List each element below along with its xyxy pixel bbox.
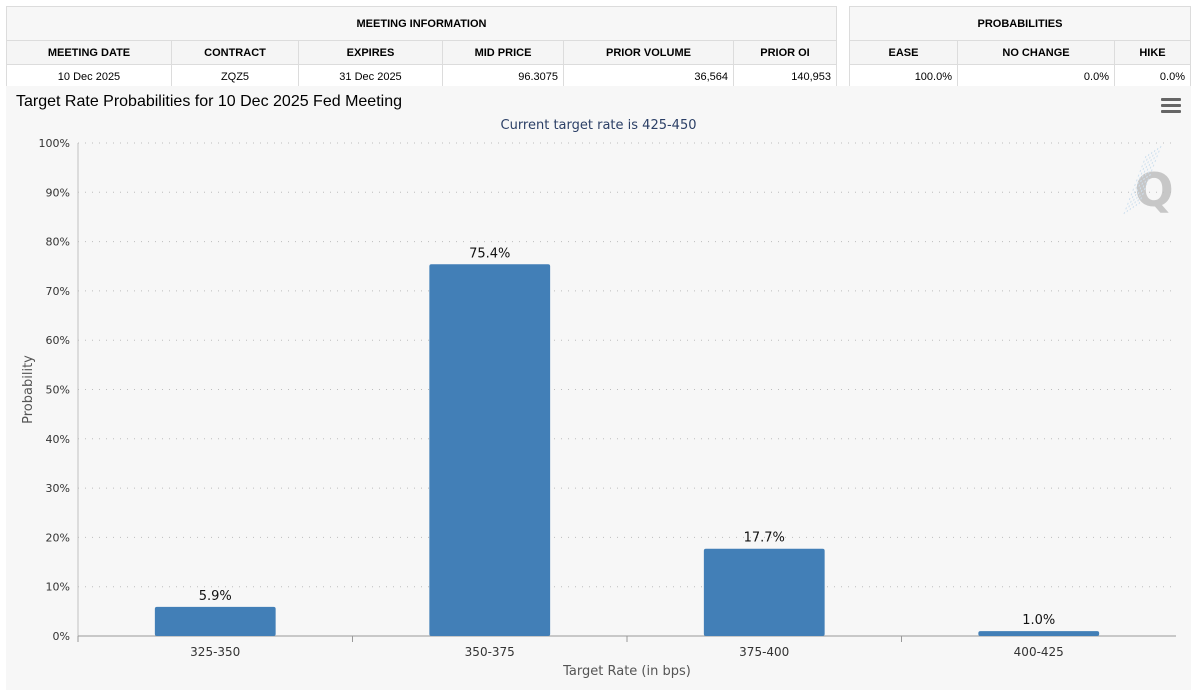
watermark-logo: Q xyxy=(1134,163,1173,217)
chart-panel: Q 0% 10% 20% 30% 40% 50% 60% 70% 80% 90% 100% 5.9% 32… xyxy=(6,86,1191,690)
y-tick-label: 100% xyxy=(39,137,70,150)
y-tick-label: 90% xyxy=(46,186,70,199)
meeting-date-header: MEETING DATE xyxy=(6,40,172,65)
y-tick-label: 10% xyxy=(46,581,70,594)
y-tick-label: 50% xyxy=(46,384,70,397)
meeting-date-value: 10 Dec 2025 xyxy=(6,64,172,89)
expires-value: 31 Dec 2025 xyxy=(298,64,443,89)
x-tick-label: 325-350 xyxy=(190,645,240,659)
watermark-stroke xyxy=(1126,153,1150,213)
chart-subtitle: Current target rate is 425-450 xyxy=(500,118,697,133)
probability-chart: Q 0% 10% 20% 30% 40% 50% 60% 70% 80% 90% 100% 5.9% 32… xyxy=(21,137,1176,679)
x-tick-label: 350-375 xyxy=(465,645,515,659)
data-label: 1.0% xyxy=(1022,613,1055,628)
data-label: 17.7% xyxy=(744,531,785,546)
hike-value: 0.0% xyxy=(1114,64,1191,89)
y-tick-label: 40% xyxy=(46,433,70,446)
mid-price-value: 96.3075 xyxy=(442,64,564,89)
watermark-stroke xyxy=(1135,147,1159,207)
y-tick-label: 30% xyxy=(46,482,70,495)
y-tick-label: 60% xyxy=(46,334,70,347)
bar-350-375 xyxy=(429,264,551,636)
no-change-header: NO CHANGE xyxy=(957,40,1115,65)
meeting-information-table: MEETING INFORMATION MEETING DATE CONTRAC… xyxy=(6,6,837,89)
hike-header: HIKE xyxy=(1114,40,1191,65)
bar-400-425 xyxy=(978,631,1100,636)
ease-value: 100.0% xyxy=(849,64,958,89)
expires-header: EXPIRES xyxy=(298,40,443,65)
contract-header: CONTRACT xyxy=(171,40,299,65)
no-change-value: 0.0% xyxy=(957,64,1115,89)
x-tick-label: 400-425 xyxy=(1014,645,1064,659)
ease-header: EASE xyxy=(849,40,958,65)
data-label: 5.9% xyxy=(199,589,232,604)
probabilities-header: PROBABILITIES xyxy=(849,6,1191,41)
prior-oi-value: 140,953 xyxy=(733,64,837,89)
watermark-stroke xyxy=(1129,151,1153,211)
y-tick-label: 70% xyxy=(46,285,70,298)
x-axis-title: Target Rate (in bps) xyxy=(562,664,691,679)
watermark-stroke xyxy=(1123,155,1147,215)
y-axis-title: Probability xyxy=(21,355,36,424)
prior-volume-header: PRIOR VOLUME xyxy=(563,40,734,65)
data-label: 75.4% xyxy=(469,246,510,261)
y-tick-label: 20% xyxy=(46,531,70,544)
watermark-stroke xyxy=(1132,149,1156,209)
prior-volume-value: 36,564 xyxy=(563,64,734,89)
bar-375-400 xyxy=(703,548,825,636)
probabilities-table: PROBABILITIES EASE NO CHANGE HIKE 100.0%… xyxy=(849,6,1191,89)
bar-325-350 xyxy=(154,606,276,636)
chart-menu-icon[interactable] xyxy=(1161,98,1181,116)
contract-value: ZQZ5 xyxy=(171,64,299,89)
chart-title: Target Rate Probabilities for 10 Dec 202… xyxy=(16,93,402,110)
meeting-information-header: MEETING INFORMATION xyxy=(6,6,837,41)
mid-price-header: MID PRICE xyxy=(442,40,564,65)
prior-oi-header: PRIOR OI xyxy=(733,40,837,65)
y-tick-label: 80% xyxy=(46,236,70,249)
x-tick-label: 375-400 xyxy=(739,645,789,659)
y-tick-label: 0% xyxy=(53,630,70,643)
watermark-stroke xyxy=(1138,145,1162,205)
